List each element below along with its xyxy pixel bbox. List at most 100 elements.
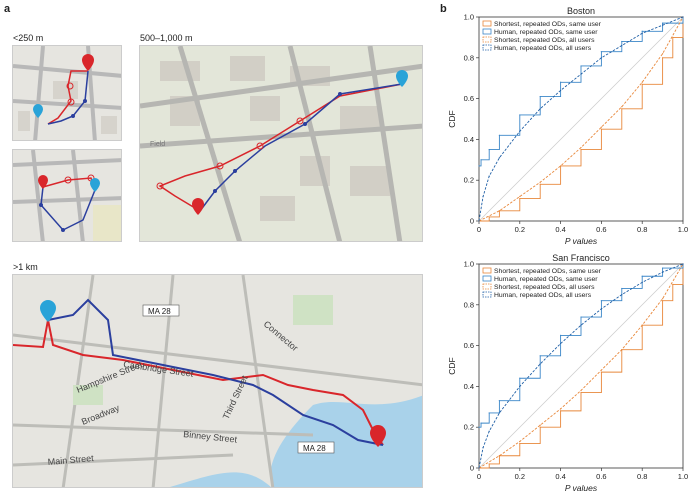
y-axis-label: CDF [447,357,457,374]
y-tick-label: 0.2 [464,176,474,185]
series-point-2 [621,106,623,108]
plot-frame [478,263,684,469]
series-point-0 [560,410,562,412]
diagonal-reference-line [478,263,684,469]
map-mid: Field [139,45,423,242]
y-tick-label: 1.0 [464,260,474,269]
street-main: Main Street [47,453,94,467]
series-point-1 [641,30,643,32]
map-label-small: <250 m [13,33,44,43]
series-point-1 [621,287,623,290]
route-badge-2: MA 28 [303,444,326,453]
y-tick-label: 1.0 [464,13,474,22]
series-point-3 [519,385,521,387]
x-tick-label: 0.2 [515,225,525,234]
y-tick-label: 0.2 [464,423,474,432]
series-point-3 [641,281,643,283]
y-axis-label: CDF [447,110,457,127]
series-point-3 [621,294,623,296]
panel-letter-a: a [4,3,11,15]
series-point-3 [482,447,484,449]
series-point-1 [539,95,541,98]
series-point-2 [600,369,602,371]
series-point-2 [519,440,521,443]
series-point-1 [600,300,602,302]
legend-swatch-0 [482,20,492,27]
series-point-0 [672,36,674,38]
series-point-1 [641,275,643,277]
series-point-3 [488,430,490,432]
x-axis-label: P values [565,483,598,493]
x-tick-label: 0.4 [555,472,565,481]
series-point-1 [519,114,521,116]
series-point-0 [672,283,674,285]
series-point-3 [498,412,500,414]
x-tick-label: 0.8 [637,472,647,481]
series-point-0 [519,197,521,200]
series-point-3 [539,363,541,365]
series-point-1 [498,400,500,402]
series-point-3 [580,73,582,75]
legend-label-2: Shortest, repeated ODs, all users [494,37,595,44]
series-point-3 [560,342,562,345]
series-point-3 [482,195,484,198]
y-tick-label: 0 [470,217,474,226]
x-tick-label: 0.8 [637,225,647,234]
series-point-0 [539,426,541,428]
series-point-1 [539,355,541,357]
series-point-2 [539,181,541,183]
map-large: Hampshire Street Broadway Cambridge Stre… [12,274,423,488]
series-point-0 [641,83,643,85]
legend-swatch-3 [482,291,492,298]
x-tick-label: 0 [477,225,481,234]
series-point-0 [662,57,664,59]
series-point-1 [560,334,562,336]
legend-label-0: Shortest, repeated ODs, same user [494,268,602,275]
series-point-1 [488,149,490,151]
series-point-2 [641,324,643,326]
series-point-3 [600,57,602,59]
legend-swatch-1 [482,28,492,35]
series-point-3 [478,220,480,222]
series-point-1 [560,81,562,83]
y-tick-label: 0.8 [464,53,474,62]
series-point-3 [519,130,521,132]
legend-label-1: Human, repeated ODs, same user [494,276,598,283]
series-point-0 [600,371,602,373]
series-point-2 [519,195,521,198]
series-point-0 [488,463,490,465]
x-tick-label: 0.4 [555,225,565,234]
series-point-1 [498,134,500,136]
series-point-3 [662,271,664,273]
series-point-2 [580,389,582,392]
legend-swatch-0 [482,267,492,274]
series-point-1 [488,412,490,414]
legend-swatch-2 [482,283,492,290]
series-point-2 [560,165,562,167]
y-tick-label: 0.6 [464,94,474,103]
series-point-2 [539,424,541,426]
series-point-1 [480,422,482,424]
map-short-2 [12,149,122,242]
legend-swatch-2 [482,36,492,43]
series-point-1 [600,51,602,53]
series-point-2 [641,81,643,83]
series-point-0 [600,128,602,130]
legend-swatch-3 [482,44,492,51]
series-point-1 [580,316,582,318]
series-point-3 [539,108,541,110]
chart-boston: Boston 0 0.2 0.4 0.6 0.8 1.0 0 0.2 0.4 0.6 0.8 1.0 P … [447,5,692,252]
map-short-1 [12,45,122,141]
series-point-2 [662,53,664,55]
series-point-1 [478,426,480,428]
series-point-3 [621,44,623,47]
legend-label-1: Human, repeated ODs, same user [494,29,598,36]
diagonal-reference-line [478,16,684,222]
chart-title: Boston [567,6,595,16]
series-point-0 [621,108,623,110]
route-badge-1: MA 28 [148,307,171,316]
series-point-3 [682,16,684,18]
plot-frame [478,16,684,222]
map-label-large: >1 km [13,262,38,272]
series-point-0 [488,216,490,218]
